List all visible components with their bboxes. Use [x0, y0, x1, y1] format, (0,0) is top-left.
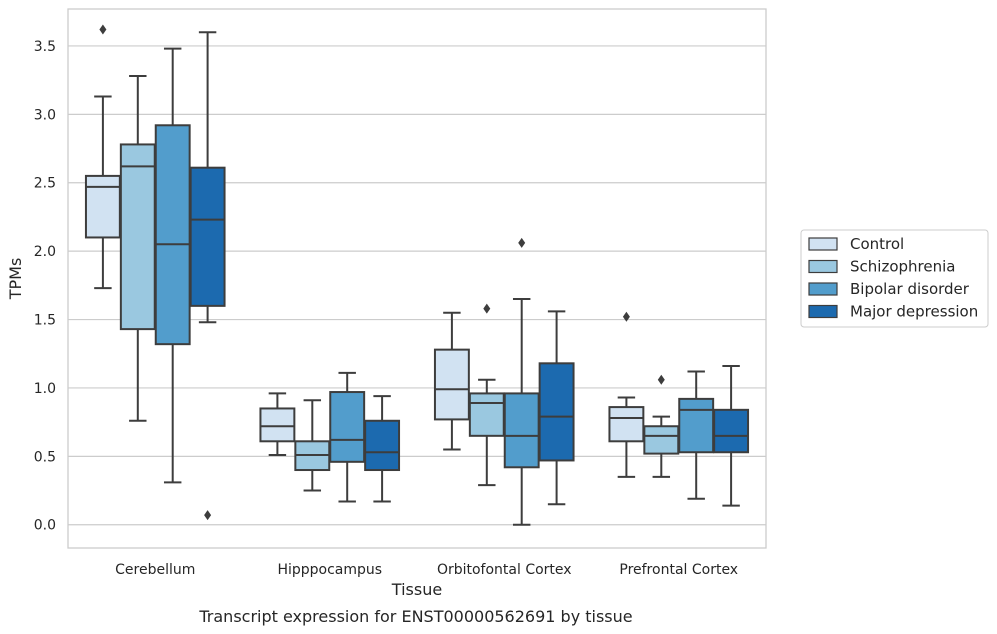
y-axis-label: TPMs — [6, 258, 25, 301]
box-iqr — [503, 392, 540, 469]
legend-frame — [800, 229, 989, 328]
box-control — [84, 24, 121, 290]
outlier-point — [99, 24, 107, 35]
figure-caption: Transcript expression for ENST0000056269… — [198, 607, 632, 626]
box-major-depression — [189, 31, 226, 521]
y-tick-labels: 0.0 0.5 1.0 1.5 2.0 2.5 3.0 3.5 — [34, 39, 56, 534]
box-iqr — [329, 391, 366, 463]
y-tick-label: 1.0 — [34, 381, 56, 397]
box-iqr — [119, 143, 156, 331]
legend-entry: Schizophrenia — [850, 258, 955, 276]
box-iqr — [538, 362, 575, 462]
box-iqr — [189, 166, 226, 307]
y-tick-label: 0.5 — [34, 449, 56, 465]
box-iqr — [433, 348, 470, 421]
x-axis-label: Tissue — [391, 580, 442, 599]
y-tick-label: 1.5 — [34, 313, 56, 329]
y-tick-label: 3.0 — [34, 107, 56, 123]
x-tick-label: Prefrontal Cortex — [619, 562, 738, 578]
x-tick-label: Orbitofontal Cortex — [437, 562, 572, 578]
box-schizophrenia — [294, 399, 331, 492]
box-iqr — [608, 406, 645, 443]
box-iqr — [259, 407, 296, 443]
y-tick-label: 2.0 — [34, 244, 56, 260]
outlier-point — [204, 510, 212, 521]
plot-marks — [84, 24, 750, 526]
box-major-depression — [713, 365, 750, 507]
outlier-point — [518, 237, 526, 248]
box-iqr — [84, 174, 121, 239]
box-iqr — [468, 392, 505, 437]
box-bipolar-disorder — [154, 47, 191, 484]
box-schizophrenia — [468, 303, 505, 487]
outlier-point — [483, 303, 491, 314]
box-iqr — [364, 419, 401, 472]
legend: Control Schizophrenia Bipolar disorder Majo… — [800, 229, 989, 328]
x-tick-labels: Cerebellum Hipppocampus Orbitofontal Corte… — [115, 562, 738, 578]
box-major-depression — [538, 310, 575, 506]
x-tick-label: Cerebellum — [115, 562, 195, 578]
box-control — [259, 392, 296, 456]
box-schizophrenia — [643, 374, 680, 478]
outlier-point — [657, 374, 665, 385]
box-iqr — [678, 397, 715, 454]
box-schizophrenia — [119, 75, 156, 422]
y-tick-label: 3.5 — [34, 39, 56, 55]
legend-swatch — [808, 304, 838, 319]
box-iqr — [643, 425, 680, 455]
box-major-depression — [364, 395, 401, 503]
box-bipolar-disorder — [503, 237, 540, 526]
x-tick-label: Hipppocampus — [277, 562, 382, 578]
box-control — [433, 311, 470, 451]
plot-frame — [67, 8, 767, 549]
y-tick-label: 0.0 — [34, 518, 56, 534]
legend-entry: Bipolar disorder — [850, 280, 970, 298]
box-bipolar-disorder — [329, 371, 366, 503]
box-control — [608, 311, 645, 478]
legend-swatch — [808, 259, 838, 274]
legend-entry: Major depression — [850, 303, 978, 321]
legend-swatch — [808, 237, 838, 251]
outlier-point — [622, 311, 630, 322]
legend-entry: Control — [850, 235, 904, 253]
box-bipolar-disorder — [678, 370, 715, 500]
box-iqr — [713, 408, 750, 454]
legend-swatch — [808, 282, 838, 296]
box-iqr — [154, 124, 191, 346]
y-tick-label: 2.5 — [34, 176, 56, 192]
